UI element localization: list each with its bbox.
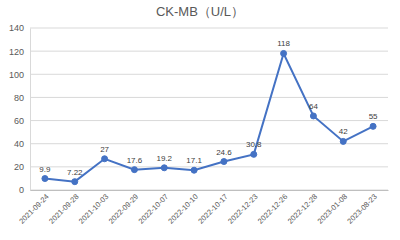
y-tick: 120: [9, 47, 30, 57]
y-tick: 100: [9, 70, 30, 80]
data-label: 24.6: [216, 148, 232, 157]
y-tick: 0: [19, 185, 30, 195]
y-tick-label: 60: [14, 116, 24, 126]
y-tick-label: 120: [9, 47, 24, 57]
marker: [131, 167, 137, 173]
grid-line: [30, 74, 388, 75]
x-tick-label: 2022-10-07: [137, 192, 170, 225]
line: [45, 53, 373, 181]
grid-line: [30, 190, 388, 191]
data-label: 17.1: [186, 156, 202, 165]
data-label: 17.6: [127, 156, 143, 165]
marker: [221, 159, 227, 165]
y-tick: 80: [14, 93, 30, 103]
marker: [281, 50, 287, 56]
grid-line: [30, 28, 388, 29]
x-tick-label: 2022-10-17: [196, 192, 229, 225]
data-labels: 9.9 7.22 27 17.6 19.2 17.1 24.6 30.8 118 64 42 55: [39, 39, 378, 176]
x-tick: 2022-12-23: [226, 190, 259, 226]
y-tick-label: 140: [9, 23, 24, 33]
marker: [251, 151, 257, 157]
y-tick-label: 80: [14, 93, 24, 103]
y-tick-label: 100: [9, 70, 24, 80]
x-tick-label: 2021-10-03: [77, 192, 110, 225]
marker: [42, 176, 48, 182]
y-tick: 60: [14, 116, 30, 126]
data-label: 27: [100, 145, 109, 154]
marker: [72, 179, 78, 185]
title: CK-MB（U/L）: [156, 4, 244, 19]
data-label: 7.22: [67, 168, 83, 177]
grid: [30, 28, 388, 190]
marker: [191, 167, 197, 173]
marker: [161, 165, 167, 171]
chart: CK-MB（U/L）0204060801001201402021-09-2420…: [0, 0, 400, 240]
data-label: 64: [309, 102, 318, 111]
y-tick-label: 0: [19, 185, 24, 195]
y-axis: 0 20 40 60 80 100 120 140: [9, 23, 31, 195]
y-tick-label: 40: [14, 139, 24, 149]
data-label: 55: [369, 112, 378, 121]
data-label: 42: [339, 127, 348, 136]
y-tick: 140: [9, 23, 30, 33]
x-tick-label: 2022-12-23: [226, 192, 259, 225]
data-label: 19.2: [156, 154, 172, 163]
x-tick: 2022-10-07: [137, 190, 170, 226]
y-axis-line: [30, 29, 31, 191]
marker: [102, 156, 108, 162]
plot-area: [42, 50, 376, 184]
x-tick: 2022-10-10: [166, 190, 199, 226]
x-tick-label: 2022-10-10: [166, 192, 199, 225]
x-tick: 2022-09-29: [107, 190, 140, 226]
data-label: 9.9: [39, 165, 51, 174]
x-tick-label: 2022-12-26: [256, 192, 289, 225]
x-tick: 2022-12-26: [256, 190, 289, 226]
data-label: 30.8: [246, 140, 262, 149]
x-tick-label: 2021-09-28: [47, 192, 80, 225]
x-tick-label: 2023-08-23: [345, 192, 378, 225]
data-label: 118: [277, 39, 290, 48]
grid-line: [30, 143, 388, 144]
x-tick-label: 2022-12-28: [286, 192, 319, 225]
x-tick: 2023-08-23: [345, 190, 378, 226]
x-tick: 2022-10-17: [196, 190, 229, 226]
x-tick: 2022-12-28: [286, 190, 319, 226]
x-tick: 2021-09-24: [17, 190, 50, 226]
grid-line: [30, 97, 388, 98]
x-tick: 2021-09-28: [47, 190, 80, 226]
grid-line: [30, 51, 388, 52]
x-tick-label: 2023-01-08: [316, 192, 349, 225]
x-axis: 2021-09-242021-09-282021-10-032022-09-29…: [17, 190, 388, 226]
marker: [370, 123, 376, 129]
x-tick: 2021-10-03: [77, 190, 110, 226]
x-axis-line: [31, 190, 389, 191]
x-tick-label: 2021-09-24: [17, 192, 50, 225]
y-tick: 40: [14, 139, 30, 149]
marker: [340, 138, 346, 144]
y-tick: 20: [14, 162, 30, 172]
marker: [310, 113, 316, 119]
y-tick-label: 20: [14, 162, 24, 172]
x-tick-label: 2022-09-29: [107, 192, 140, 225]
x-tick: 2023-01-08: [316, 190, 349, 226]
grid-line: [30, 120, 388, 121]
